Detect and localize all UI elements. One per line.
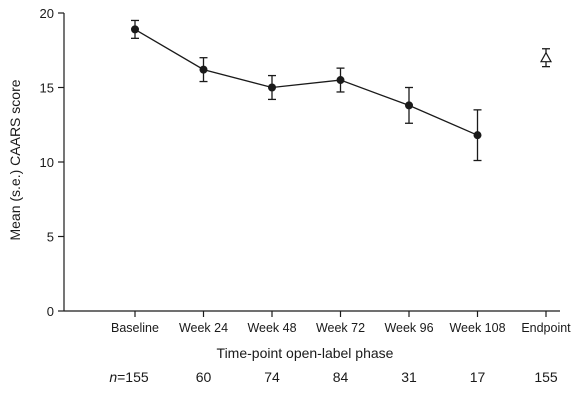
x-tick-label: Week 72 bbox=[316, 321, 365, 335]
sample-size-value: n=155 bbox=[109, 369, 149, 385]
x-axis: Baseline Week 24 Week 48 Week 72 Week 96 Week… bbox=[64, 310, 571, 335]
sample-size-value: 84 bbox=[333, 369, 349, 385]
sample-size-value: 155 bbox=[534, 369, 558, 385]
x-axis-label: Time-point open-label phase bbox=[217, 345, 394, 361]
sample-size-number: =155 bbox=[117, 369, 149, 385]
sample-size-row: n=155 60 74 84 31 17 155 bbox=[109, 369, 558, 385]
series-1 bbox=[539, 48, 553, 68]
series-line bbox=[134, 28, 478, 136]
series-layer bbox=[131, 19, 553, 162]
sample-size-value: 60 bbox=[196, 369, 212, 385]
x-tick-label: Week 48 bbox=[247, 321, 296, 335]
x-tick-label: Week 108 bbox=[449, 321, 505, 335]
x-tick-label: Week 24 bbox=[179, 321, 228, 335]
x-tick-label: Baseline bbox=[111, 321, 159, 335]
x-tick-label: Week 96 bbox=[384, 321, 433, 335]
data-point bbox=[199, 65, 208, 74]
data-point bbox=[131, 25, 139, 34]
y-tick-label: 10 bbox=[40, 155, 54, 170]
data-point bbox=[336, 76, 345, 85]
y-tick-label: 15 bbox=[40, 81, 54, 96]
x-tick-label: Endpoint bbox=[521, 321, 571, 335]
y-tick-label: 0 bbox=[47, 304, 54, 319]
y-axis-label: Mean (s.e.) CAARS score bbox=[7, 79, 23, 240]
y-tick-label: 5 bbox=[47, 230, 54, 245]
series-0 bbox=[131, 19, 482, 162]
data-point bbox=[539, 51, 553, 63]
y-axis: 0 5 10 15 20 bbox=[40, 6, 65, 319]
sample-size-value: 17 bbox=[470, 369, 486, 385]
sample-size-value: 74 bbox=[264, 369, 280, 385]
sample-size-label: n bbox=[109, 369, 117, 385]
y-tick-label: 20 bbox=[40, 6, 54, 21]
sample-size-value: 31 bbox=[401, 369, 417, 385]
data-point bbox=[268, 83, 276, 92]
data-point bbox=[405, 101, 413, 110]
data-point bbox=[473, 131, 482, 140]
